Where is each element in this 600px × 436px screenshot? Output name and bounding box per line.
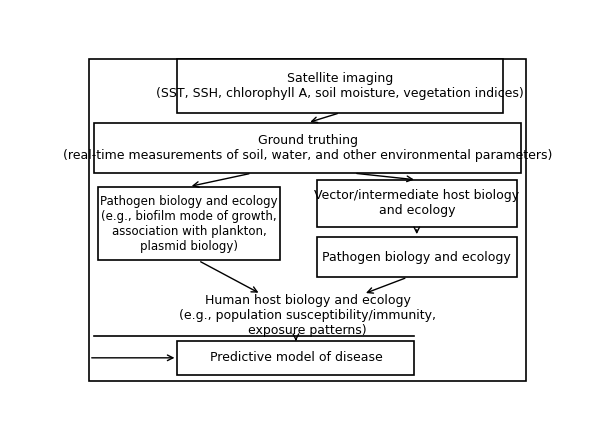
Text: Vector/intermediate host biology
and ecology: Vector/intermediate host biology and eco… xyxy=(314,189,520,218)
Text: Satellite imaging
(SST, SSH, chlorophyll A, soil moisture, vegetation indices): Satellite imaging (SST, SSH, chlorophyll… xyxy=(156,72,524,100)
Bar xyxy=(98,187,280,260)
Text: Pathogen biology and ecology: Pathogen biology and ecology xyxy=(322,251,511,264)
Text: Human host biology and ecology
(e.g., population susceptibility/immunity,
exposu: Human host biology and ecology (e.g., po… xyxy=(179,294,436,337)
Bar xyxy=(317,180,517,227)
Text: Predictive model of disease: Predictive model of disease xyxy=(209,351,382,364)
Text: Pathogen biology and ecology
(e.g., biofilm mode of growth,
association with pla: Pathogen biology and ecology (e.g., biof… xyxy=(100,194,278,252)
Bar xyxy=(178,341,415,375)
Bar xyxy=(178,59,503,113)
Bar xyxy=(94,123,521,173)
Bar xyxy=(317,237,517,277)
Text: Ground truthing
(real-time measurements of soil, water, and other environmental : Ground truthing (real-time measurements … xyxy=(63,134,552,162)
